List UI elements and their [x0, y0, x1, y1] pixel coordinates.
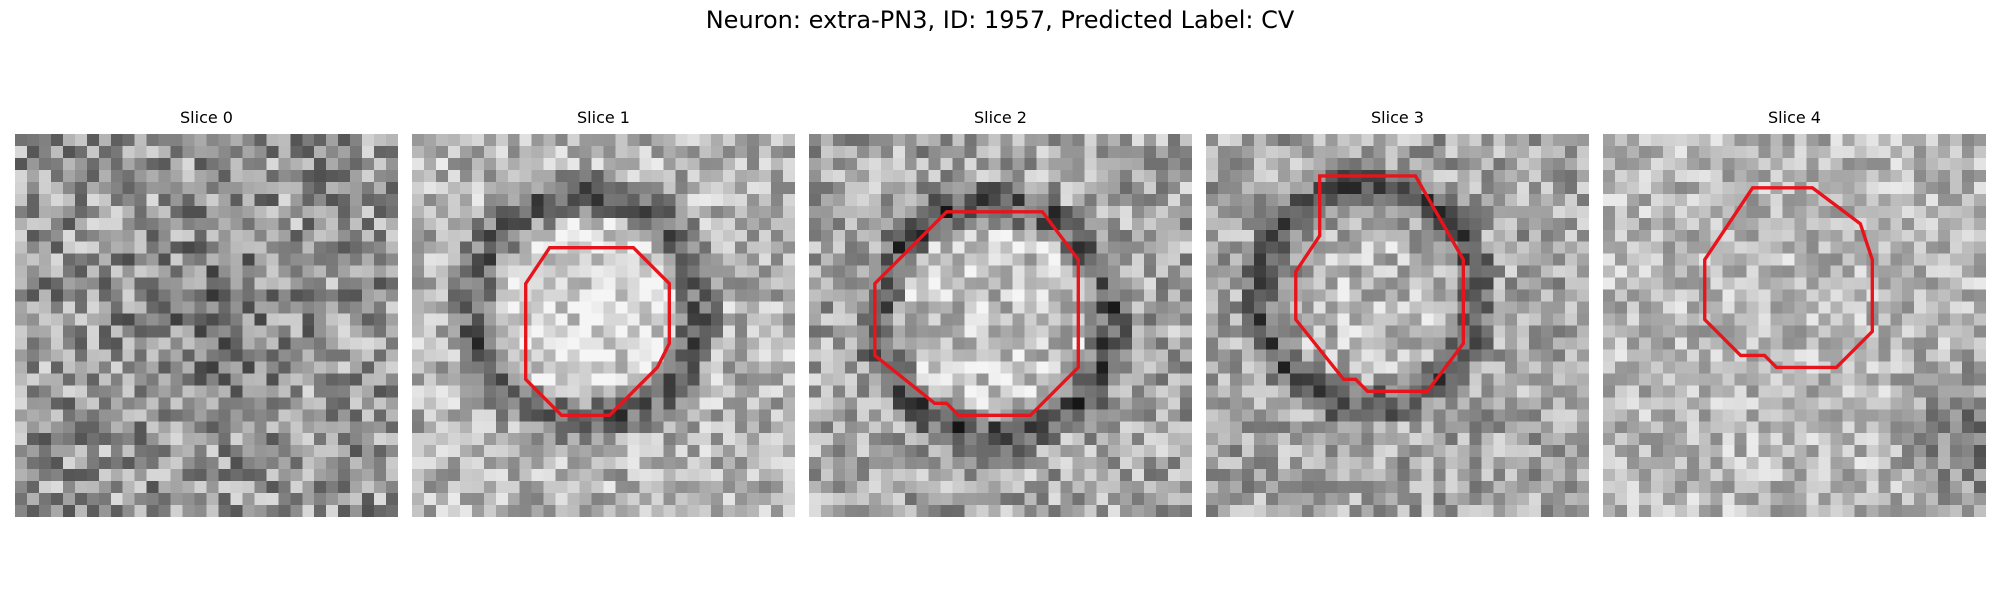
- slice-title-4: Slice 4: [1768, 108, 1821, 127]
- segmentation-contour: [524, 246, 672, 417]
- slice-panel-3: Slice 3: [1206, 108, 1589, 519]
- slice-panel-2: Slice 2: [809, 108, 1192, 519]
- slice-image-0: [15, 134, 398, 517]
- segmentation-contour: [873, 210, 1080, 417]
- slice-image-1: [412, 134, 795, 517]
- slice-title-0: Slice 0: [180, 108, 233, 127]
- figure-title: Neuron: extra-PN3, ID: 1957, Predicted L…: [705, 6, 1295, 34]
- slice-title-1: Slice 1: [577, 108, 630, 127]
- slice-panel-1: Slice 1: [412, 108, 795, 519]
- slice-title-3: Slice 3: [1371, 108, 1424, 127]
- segmentation-contour: [1703, 186, 1874, 370]
- slice-image-4: [1603, 134, 1986, 517]
- slice-title-2: Slice 2: [974, 108, 1027, 127]
- slice-image-2: [809, 134, 1192, 517]
- slice-panel-0: Slice 0: [15, 108, 398, 519]
- slice-panel-4: Slice 4: [1603, 108, 1986, 519]
- slice-image-3: [1206, 134, 1589, 517]
- segmentation-contour: [1294, 174, 1466, 394]
